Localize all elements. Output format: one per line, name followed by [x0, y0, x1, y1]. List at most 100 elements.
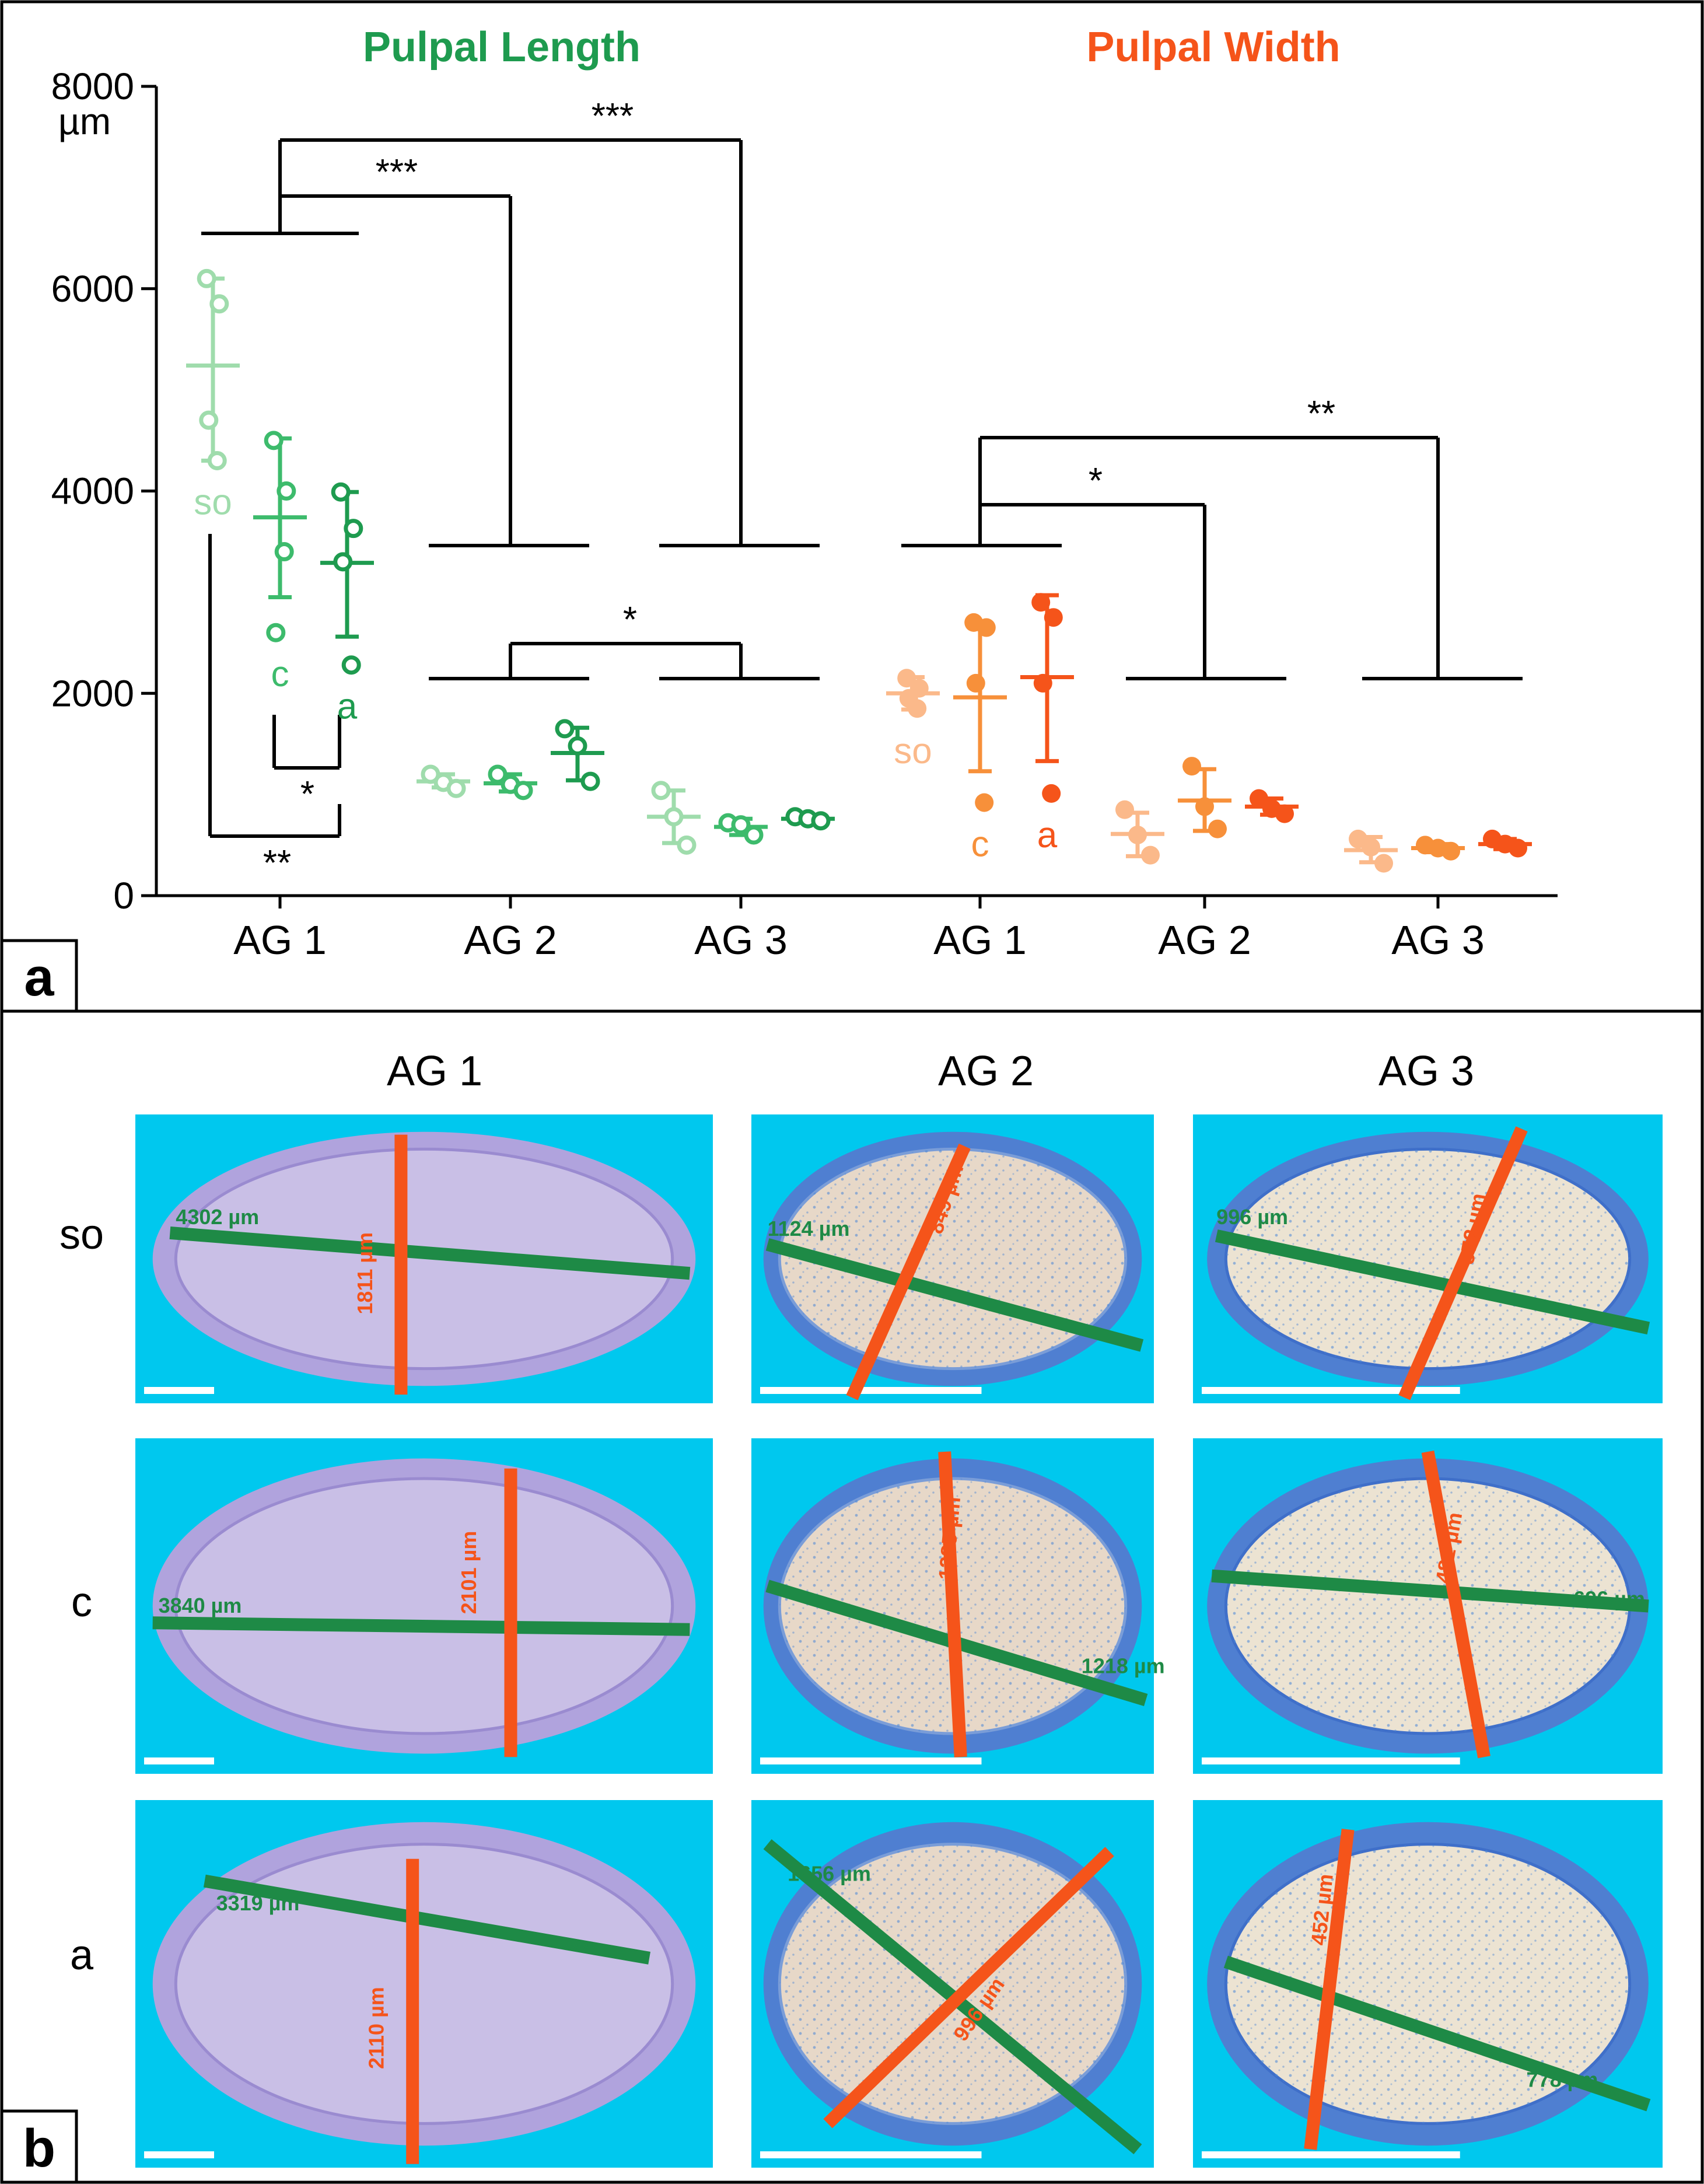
data-point — [344, 519, 363, 539]
pulpal-length-label: 1656 µm — [788, 1862, 871, 1886]
data-point — [333, 552, 353, 572]
pulpal-length-line — [152, 1616, 690, 1636]
data-point — [731, 815, 751, 835]
pulpal-width-line — [938, 1451, 967, 1757]
row-header-c: c — [71, 1579, 92, 1626]
title-pulpal-length: Pulpal Length — [363, 24, 641, 71]
pulpal-width-label: 1811 µm — [353, 1232, 377, 1315]
data-point — [488, 764, 508, 784]
pulpal-width-line — [1304, 1829, 1355, 2150]
subgroup-label: a — [1037, 815, 1058, 855]
y-unit-label: µm — [58, 100, 111, 142]
pulpal-length-label: 1124 µm — [768, 1217, 850, 1240]
subgroup-label: a — [337, 687, 358, 727]
y-ticks: 0 2000 4000 6000 8000 — [51, 65, 156, 917]
data-point — [555, 719, 575, 739]
data-point — [341, 655, 361, 675]
micrograph-grid: 4302 µm 1811 µm 1124 µm 849 µm 996 µm 572 µm 3… — [135, 1114, 1663, 2168]
data-point — [421, 764, 440, 784]
panel-b-frame — [0, 1009, 1704, 2184]
pulpal-length-label: 3840 µm — [159, 1594, 242, 1617]
data-point — [197, 268, 216, 288]
data-point — [1044, 608, 1063, 627]
x-category-labels: AG 1 AG 2 AG 3 AG 1 AG 2 AG 3 — [233, 896, 1485, 963]
data-point — [1115, 800, 1134, 819]
data-point — [811, 811, 831, 831]
data-point — [677, 835, 697, 855]
x-category-label: AG 2 — [1158, 917, 1251, 963]
pulpal-width-line — [1398, 1126, 1528, 1400]
data-point — [274, 542, 294, 562]
significance-length-so-a: ** — [263, 843, 291, 883]
data-point — [513, 781, 533, 801]
subgroup-label: so — [894, 731, 932, 771]
pulpal-width-label: 2110 µm — [365, 1987, 389, 2069]
pulpal-length-label: 778 µm — [1527, 2067, 1598, 2091]
data-point — [207, 450, 227, 470]
data-point — [266, 623, 286, 642]
x-category-label: AG 2 — [464, 917, 557, 963]
subgroup-label: so — [194, 482, 232, 522]
scale-bar — [1202, 1387, 1460, 1394]
significance-length-ag2-ag3: * — [623, 600, 637, 640]
scale-bar — [760, 2151, 982, 2158]
pulpal-length-line — [169, 1226, 691, 1280]
panel-a-letter-box — [0, 939, 78, 1013]
pulpal-width-line — [823, 1847, 1114, 2129]
data-point — [264, 431, 284, 450]
data-point — [209, 294, 229, 314]
scale-bar — [144, 1387, 214, 1394]
data-point — [277, 481, 296, 501]
pulpal-width-line — [1421, 1451, 1490, 1759]
pulpal-length-line — [1215, 1229, 1650, 1335]
data-point — [199, 410, 219, 430]
data-point — [1441, 841, 1460, 861]
cell-texture — [1226, 1479, 1630, 1734]
data-point — [1182, 757, 1201, 776]
significance-brackets: ************* — [201, 96, 1523, 883]
data-point — [1275, 804, 1294, 823]
y-tick-label: 8000 — [51, 65, 134, 107]
micrograph-so-ag3: 996 µm 572 µm — [1193, 1114, 1663, 1403]
data-point — [1042, 784, 1061, 803]
row-header-so: so — [60, 1211, 104, 1258]
data-point — [1250, 789, 1268, 808]
x-category-label: AG 1 — [233, 917, 327, 963]
row-header-a: a — [70, 1932, 94, 1979]
x-category-label: AG 3 — [694, 917, 788, 963]
pulpal-length-line — [1211, 1569, 1649, 1613]
significance-length-ag1-ag2: *** — [376, 152, 418, 193]
data-point — [1362, 837, 1380, 857]
y-tick-label: 2000 — [51, 672, 134, 714]
data-point — [897, 669, 916, 688]
data-point — [1195, 797, 1214, 816]
data-point — [1208, 819, 1227, 838]
data-point — [1509, 838, 1527, 858]
micrograph-so-ag2: 1124 µm 849 µm — [751, 1114, 1154, 1403]
x-category-label: AG 3 — [1391, 917, 1485, 963]
panel-a: Pulpal Length Pulpal Width µm 0 2000 4000 6… — [0, 0, 1704, 1013]
y-tick-label: 4000 — [51, 470, 134, 512]
data-point — [966, 673, 985, 693]
data-point — [664, 807, 684, 827]
data-point — [977, 618, 996, 637]
micrograph-a-ag1: 3319 µm 2110 µm — [135, 1800, 713, 2168]
panel-b: AG 1 AG 2 AG 3 so c a 4302 µm 1811 µm 1124… — [0, 1009, 1704, 2184]
panel-b-letter: b — [23, 2119, 55, 2178]
data-point — [908, 699, 927, 718]
data-point — [651, 781, 671, 801]
significance-width-ag1-ag3: ** — [1307, 394, 1335, 434]
panel-a-letter: a — [24, 948, 54, 1007]
pulpal-length-label: 3319 µm — [216, 1891, 300, 1915]
pulpal-length-label: 696 µm — [1573, 1587, 1645, 1611]
data-point — [580, 771, 600, 791]
scale-bar — [1202, 2151, 1460, 2158]
pulpal-length-line — [1223, 1955, 1651, 2112]
pulpal-length-line — [203, 1874, 650, 1965]
significance-length-c-a: * — [300, 774, 314, 815]
column-header-ag1: AG 1 — [387, 1048, 482, 1095]
